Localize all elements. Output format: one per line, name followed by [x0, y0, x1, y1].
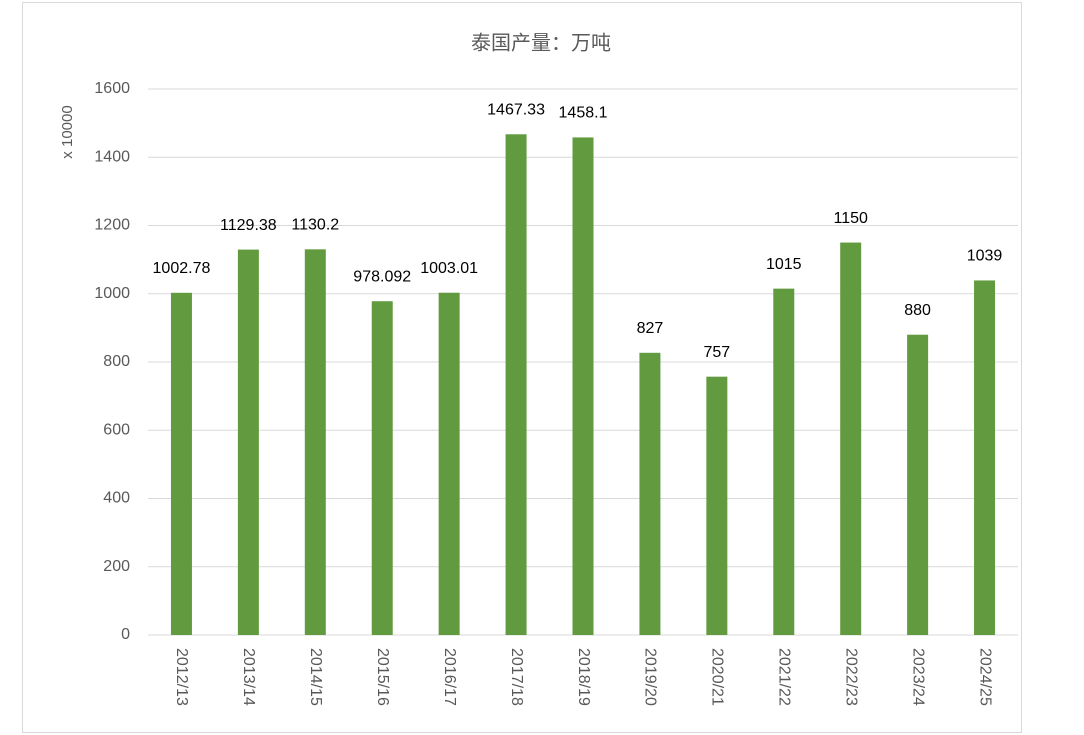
data-label: 1003.01 [420, 260, 478, 277]
data-label: 1130.2 [291, 217, 339, 234]
data-label: 1015 [766, 256, 802, 273]
bar [371, 301, 393, 635]
y-tick-label: 0 [121, 626, 130, 643]
x-tick-label: 2022/23 [842, 648, 859, 706]
data-label: 1129.38 [220, 217, 277, 234]
bar [505, 134, 527, 636]
y-tick-label: 600 [103, 421, 130, 438]
bar [639, 352, 661, 635]
y-tick-label: 1000 [94, 285, 130, 302]
y-tick-label: 800 [103, 353, 130, 370]
bar [840, 242, 862, 635]
x-tick-label: 2023/24 [909, 648, 926, 706]
x-tick-label: 2021/22 [776, 648, 793, 706]
x-tick-label: 2012/13 [173, 648, 190, 706]
data-label: 880 [904, 302, 931, 319]
bar [237, 249, 259, 636]
y-tick-label: 1600 [94, 80, 130, 97]
x-tick-label: 2018/19 [575, 648, 592, 706]
y-tick-label: 400 [103, 490, 130, 507]
bar [773, 288, 795, 635]
x-tick-label: 2013/14 [240, 648, 257, 706]
data-label: 1458.1 [559, 105, 608, 122]
bar [974, 280, 996, 635]
y-tick-label: 1200 [94, 217, 130, 234]
chart-title: 泰国产量：万吨 [471, 31, 611, 54]
bar [438, 292, 460, 635]
bar [304, 249, 326, 635]
y-tick-label: 1400 [94, 148, 130, 165]
data-label: 827 [637, 320, 664, 337]
data-label: 1002.78 [153, 260, 211, 277]
x-tick-label: 2024/25 [976, 648, 993, 706]
bar [170, 292, 192, 635]
data-label: 757 [703, 344, 730, 361]
x-tick-label: 2017/18 [508, 648, 525, 706]
bar [706, 376, 728, 635]
x-tick-label: 2020/21 [709, 648, 726, 706]
x-tick-label: 2015/16 [374, 648, 391, 706]
bar [572, 137, 594, 635]
y-axis-unit: x 10000 [59, 105, 76, 158]
data-label: 1039 [967, 248, 1003, 265]
x-tick-label: 2019/20 [642, 648, 659, 706]
data-label: 1467.33 [487, 101, 545, 118]
data-label: 978.092 [353, 268, 411, 285]
bar [907, 334, 929, 635]
x-tick-label: 2016/17 [441, 648, 458, 706]
y-tick-label: 200 [103, 558, 130, 575]
data-label: 1150 [833, 210, 868, 227]
x-tick-label: 2014/15 [307, 648, 324, 706]
